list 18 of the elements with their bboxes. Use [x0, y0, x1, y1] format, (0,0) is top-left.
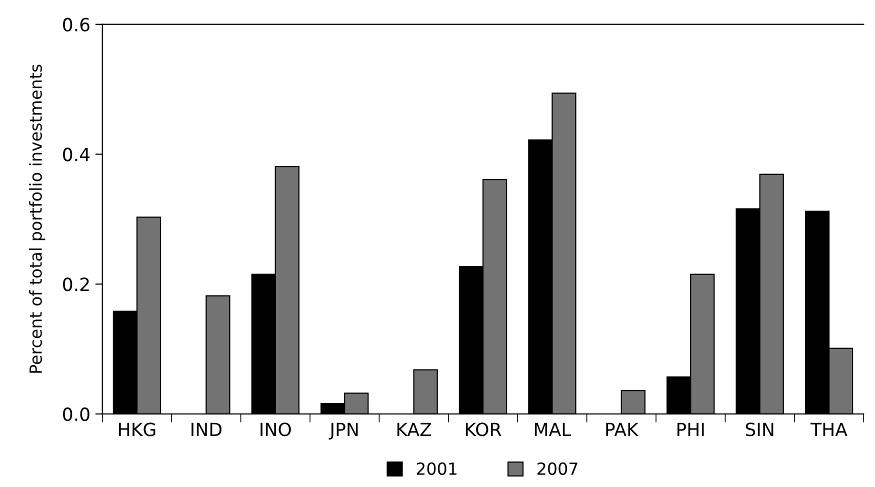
x-tick-label: KOR: [466, 422, 502, 436]
y-tick-label: 0.0: [63, 407, 90, 422]
x-tick-label: HKG: [119, 422, 156, 436]
x-tick-label: KAZ: [397, 422, 432, 436]
x-tick-label: PHI: [677, 422, 704, 436]
legend-label: 2007: [538, 462, 578, 475]
y-tick-label: 0.4: [63, 148, 90, 162]
x-tick-label: INO: [260, 422, 291, 436]
x-tick-label: SIN: [746, 422, 774, 436]
y-tick-label: 0.2: [63, 278, 89, 292]
y-axis-title: Percent of total portfolio investments: [29, 64, 46, 373]
y-tick-label: 0.6: [63, 18, 90, 32]
x-tick-label: MAL: [534, 422, 572, 436]
x-tick-label: IND: [192, 422, 222, 436]
x-tick-label: JPN: [328, 422, 358, 440]
x-tick-label: THA: [810, 422, 848, 436]
x-tick-label: PAK: [606, 422, 639, 436]
legend-label: 2001: [416, 462, 456, 475]
